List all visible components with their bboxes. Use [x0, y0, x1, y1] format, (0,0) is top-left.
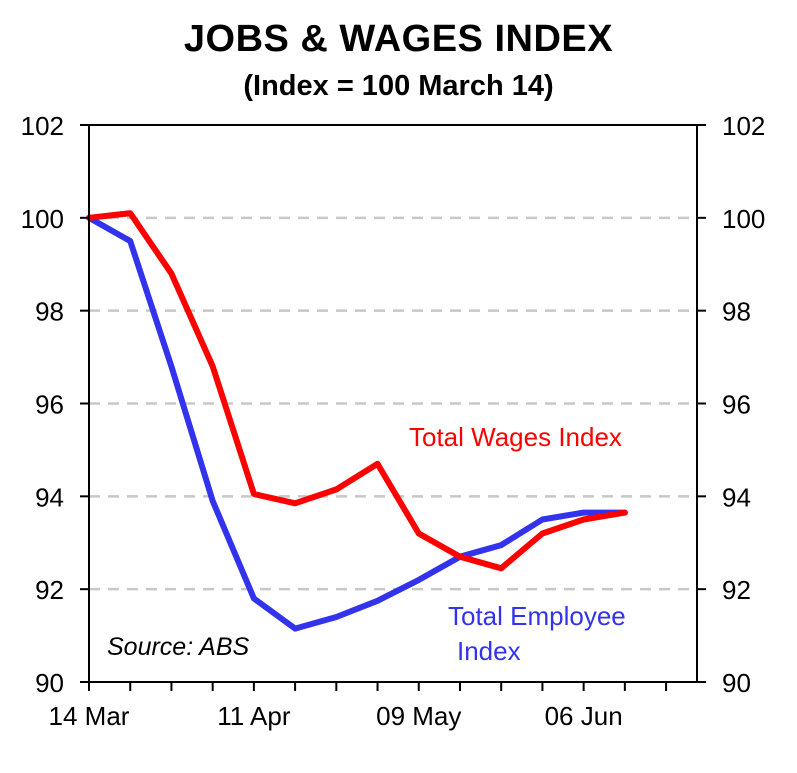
- y-tick-label-right: 102: [722, 111, 765, 141]
- x-tick-label: 06 Jun: [545, 701, 623, 731]
- axis-ticks: [80, 124, 706, 691]
- y-tick-label-right: 92: [722, 575, 751, 605]
- employee-series-label-line1: Total Employee: [448, 601, 626, 631]
- source-note: Source: ABS: [107, 633, 250, 661]
- series-layer: [86, 210, 628, 632]
- employee-series-label-line2: Index: [457, 636, 521, 666]
- axis-labels: 14 Mar 11 Apr 09 May 06 Jun 90 90 92 92 94 94 96 96…: [21, 111, 766, 731]
- y-tick-label-left: 92: [35, 575, 64, 605]
- y-tick-label-right: 96: [722, 390, 751, 420]
- chart-title: JOBS & WAGES INDEX: [183, 18, 614, 60]
- chart-subtitle: (Index = 100 March 14): [243, 70, 554, 102]
- y-tick-label-left: 94: [35, 482, 64, 512]
- y-tick-label-left: 98: [35, 297, 64, 327]
- x-tick-label: 11 Apr: [217, 701, 291, 731]
- series-line-total-employee-index: [86, 214, 628, 632]
- y-tick-label-right: 94: [722, 482, 751, 512]
- y-tick-label-right: 98: [722, 297, 751, 327]
- y-tick-label-left: 102: [21, 111, 64, 141]
- x-tick-label: 09 May: [376, 701, 461, 731]
- y-tick-label-left: 96: [35, 390, 64, 420]
- x-tick-label: 14 Mar: [49, 701, 130, 731]
- y-tick-label-left: 90: [35, 668, 64, 698]
- wages-series-label: Total Wages Index: [409, 422, 622, 452]
- series-line-total-wages-index: [86, 210, 628, 572]
- y-tick-label-right: 100: [722, 204, 765, 234]
- y-tick-label-left: 100: [21, 204, 64, 234]
- y-tick-label-right: 90: [722, 668, 751, 698]
